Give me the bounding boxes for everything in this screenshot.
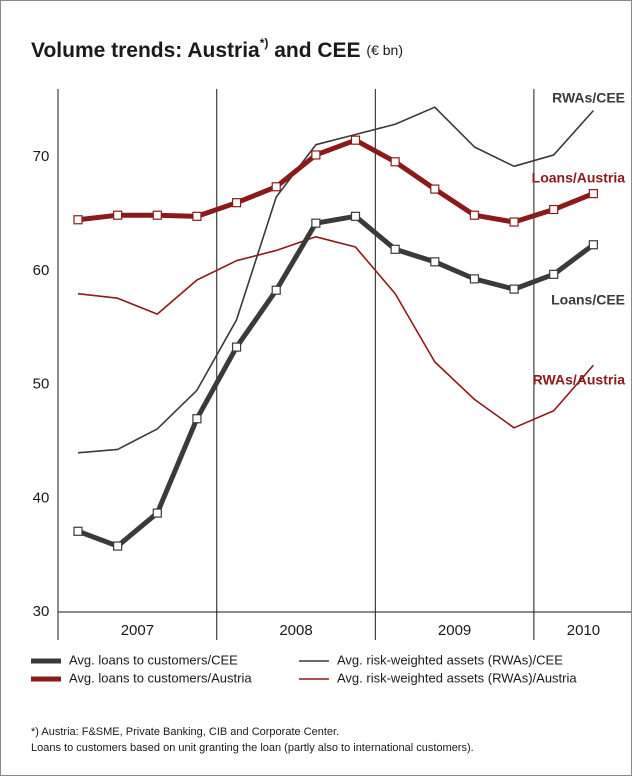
data-point: [350, 135, 361, 145]
data-point: [430, 184, 440, 194]
x-tick-label: 2007: [121, 622, 154, 639]
data-point: [271, 182, 281, 192]
y-tick-label: 70: [33, 148, 50, 165]
data-point: [152, 210, 162, 220]
legend-label: Avg. loans to customers/CEE: [69, 652, 238, 667]
x-tick-label: 2008: [279, 622, 312, 639]
data-point: [192, 211, 202, 221]
line-annotation: RWAs/CEE: [552, 90, 625, 106]
x-tick-label: 2010: [567, 622, 600, 639]
title-rest: and CEE: [268, 39, 360, 62]
title-sup: *): [260, 36, 269, 50]
data-point: [73, 526, 83, 536]
data-point: [430, 257, 440, 267]
line-annotation: RWAs/Austria: [533, 372, 626, 388]
line-annotation: Loans/CEE: [551, 292, 625, 308]
x-tick-label: 2009: [438, 622, 471, 639]
series-line: [77, 106, 594, 454]
data-point: [509, 284, 519, 294]
data-point: [231, 198, 242, 208]
title-main: Volume trends: Austria: [31, 39, 260, 62]
y-tick-label: 30: [33, 603, 50, 620]
data-point: [350, 211, 361, 221]
data-point: [311, 218, 321, 228]
data-point: [390, 244, 400, 254]
legend-label: Avg. loans to customers/Austria: [69, 670, 252, 685]
footnote: Loans to customers based on unit grantin…: [31, 742, 474, 754]
y-tick-label: 50: [33, 376, 50, 393]
data-point: [509, 217, 519, 227]
data-point: [113, 210, 123, 220]
data-point: [549, 204, 559, 215]
footnote: *) Austria: F&SME, Private Banking, CIB …: [31, 726, 339, 738]
data-point: [588, 240, 598, 250]
data-point: [311, 150, 321, 160]
chart-title: Volume trends: Austria*) and CEE (€ bn): [31, 36, 403, 61]
data-point: [390, 157, 400, 167]
data-point: [469, 210, 480, 220]
data-point: [549, 269, 559, 279]
line-annotation: Loans/Austria: [532, 170, 626, 186]
data-point: [73, 215, 83, 225]
title-unit: (€ bn): [366, 42, 403, 58]
legend-label: Avg. risk-weighted assets (RWAs)/Austria: [337, 670, 577, 685]
data-point: [152, 508, 162, 518]
y-tick-label: 40: [33, 489, 50, 506]
data-point: [469, 274, 480, 284]
data-point: [588, 189, 598, 199]
series-line: [77, 137, 595, 225]
data-point: [271, 285, 281, 295]
series-line: [77, 236, 594, 429]
data-point: [231, 342, 242, 352]
legend-label: Avg. risk-weighted assets (RWAs)/CEE: [337, 652, 563, 667]
data-point: [113, 541, 123, 551]
data-point: [192, 414, 202, 424]
series-line: [77, 213, 595, 549]
y-tick-label: 60: [33, 262, 50, 279]
